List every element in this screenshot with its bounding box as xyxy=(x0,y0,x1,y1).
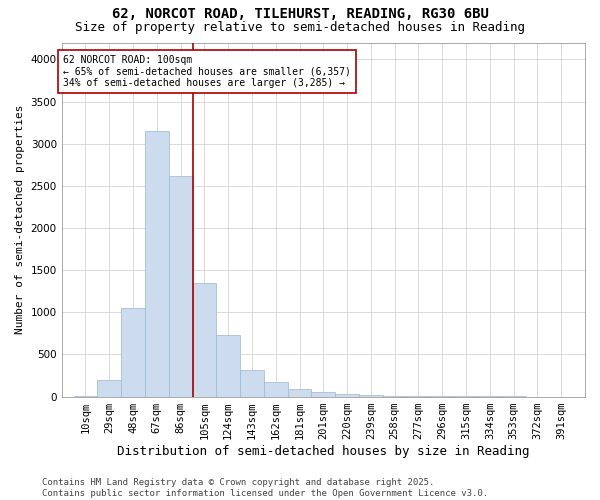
Bar xyxy=(311,392,335,396)
Bar xyxy=(121,308,145,396)
Text: Contains HM Land Registry data © Crown copyright and database right 2025.
Contai: Contains HM Land Registry data © Crown c… xyxy=(42,478,488,498)
Y-axis label: Number of semi-detached properties: Number of semi-detached properties xyxy=(15,105,25,334)
Bar xyxy=(97,380,121,396)
Bar xyxy=(216,335,240,396)
X-axis label: Distribution of semi-detached houses by size in Reading: Distribution of semi-detached houses by … xyxy=(117,444,530,458)
Bar xyxy=(335,394,359,396)
Bar xyxy=(145,131,169,396)
Text: 62 NORCOT ROAD: 100sqm
← 65% of semi-detached houses are smaller (6,357)
34% of : 62 NORCOT ROAD: 100sqm ← 65% of semi-det… xyxy=(63,55,351,88)
Bar xyxy=(169,176,193,396)
Bar xyxy=(264,382,287,396)
Text: 62, NORCOT ROAD, TILEHURST, READING, RG30 6BU: 62, NORCOT ROAD, TILEHURST, READING, RG3… xyxy=(112,8,488,22)
Bar xyxy=(193,283,216,397)
Bar xyxy=(287,388,311,396)
Bar xyxy=(240,370,264,396)
Text: Size of property relative to semi-detached houses in Reading: Size of property relative to semi-detach… xyxy=(75,21,525,34)
